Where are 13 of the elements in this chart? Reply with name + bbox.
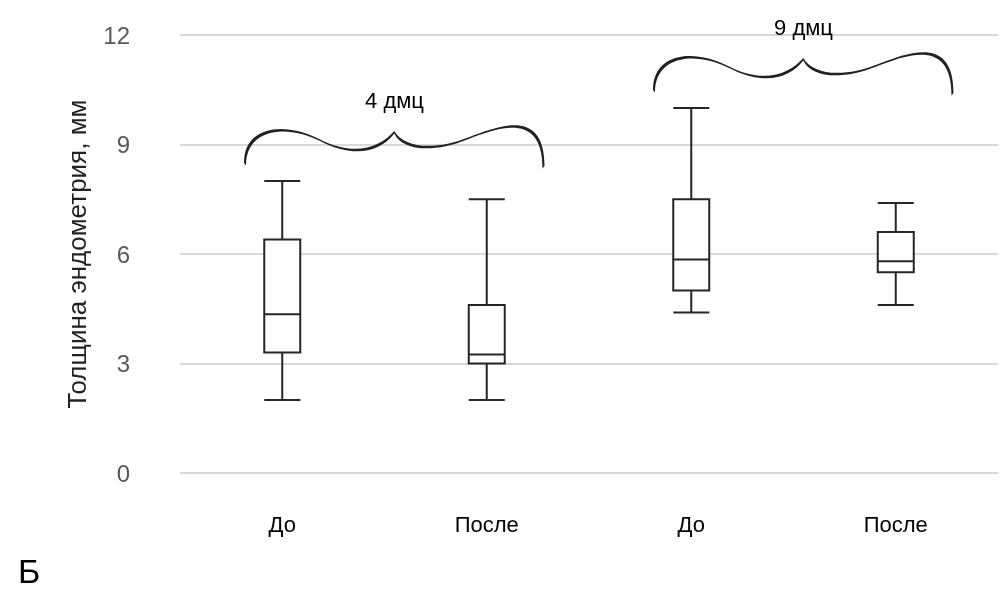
y-axis-title: Толщина эндометрия, мм xyxy=(62,99,92,409)
y-tick-label: 3 xyxy=(116,350,130,377)
annotation: 9 дмц xyxy=(774,14,834,40)
y-tick-label: 0 xyxy=(116,459,130,487)
y-tick-label: 9 xyxy=(116,131,130,158)
text: Б xyxy=(18,552,41,590)
y-tick-label: 12 xyxy=(103,21,130,49)
x-tick-label: До xyxy=(268,511,296,537)
x-tick-label: После xyxy=(454,511,519,537)
y-tick-label: 6 xyxy=(116,240,130,268)
annotation: 4 дмц xyxy=(365,87,425,113)
x-tick-label: До xyxy=(677,511,705,537)
x-tick-label: После xyxy=(863,511,928,537)
